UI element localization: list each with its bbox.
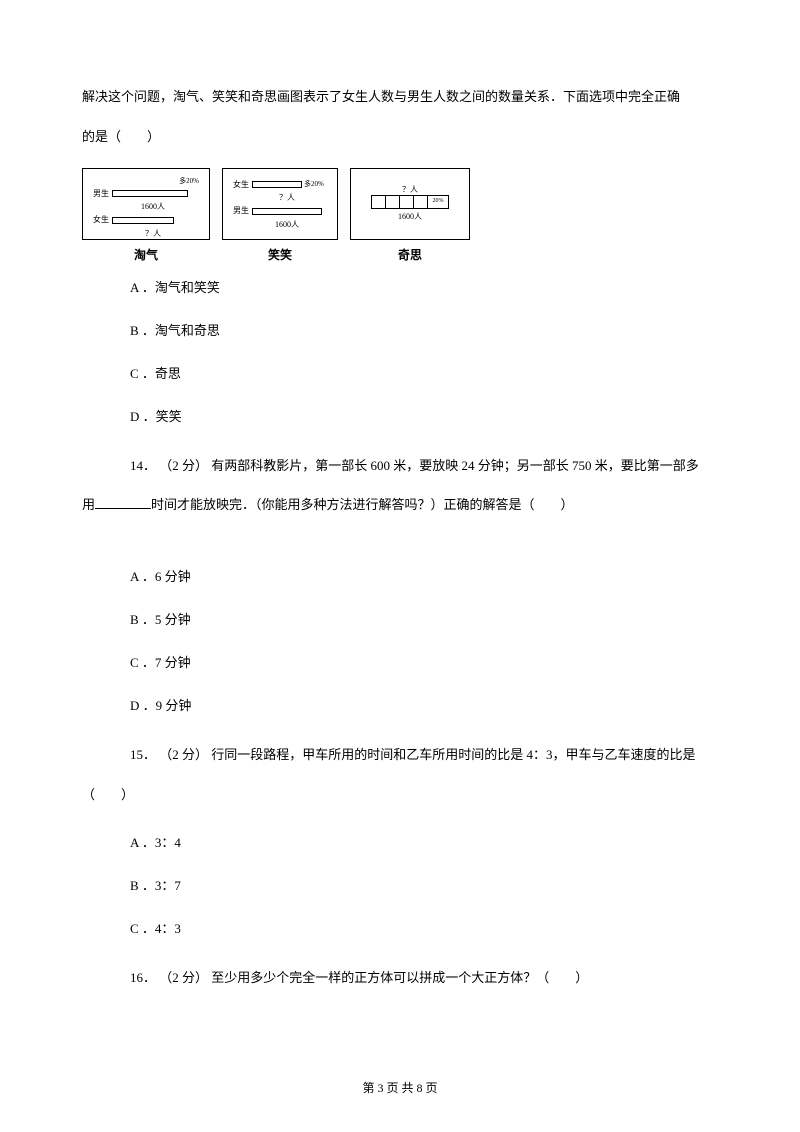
q15-option-b[interactable]: B ．3：7 (130, 875, 718, 894)
q13-option-a[interactable]: A ．淘气和笑笑 (130, 277, 718, 296)
d3-bottom: 1600人 (398, 212, 422, 222)
q16-text: 16． （2 分） 至少用多少个完全一样的正方体可以拼成一个大正方体？（ ） (130, 961, 718, 995)
intro-line-2: 的是（ ） (82, 120, 718, 154)
d3-top: ？人 (402, 185, 418, 195)
q13-option-d[interactable]: D ．笑笑 (130, 406, 718, 425)
d1-label: 淘气 (134, 246, 158, 263)
q14-option-c[interactable]: C ．7 分钟 (130, 652, 718, 671)
d1-ext: 多20% (93, 177, 199, 186)
q14-option-d[interactable]: D ．9 分钟 (130, 695, 718, 714)
q14-text-2: 用 时间才能放映完．（你能用多种方法进行解答吗？）正确的解答是（ ） (82, 488, 718, 522)
q15-text-1: 15． （2 分） 行同一段路程，甲车所用的时间和乙车所用时间的比是 4：3，甲… (130, 738, 718, 772)
q13-option-c[interactable]: C ．奇思 (130, 363, 718, 382)
q15-options: A ．3：4 B ．3：7 C ．4：3 (130, 832, 718, 937)
d2-r1-label: 女生 (233, 180, 249, 190)
diagram-qisi: ？人 20% 1600人 奇思 (350, 168, 470, 263)
d3-cell: 20% (428, 196, 448, 208)
q13-option-b[interactable]: B ．淘气和奇思 (130, 320, 718, 339)
q15-option-a[interactable]: A ．3：4 (130, 832, 718, 851)
d1-under2: ？人 (107, 229, 199, 239)
diagram-row: 多20% 男生 1600人 女生 ？人 淘气 女生 多20% ？人 男生 (82, 168, 718, 263)
q14-option-a[interactable]: A ．6 分钟 (130, 566, 718, 585)
intro-line-1: 解决这个问题，淘气、笑笑和奇思画图表示了女生人数与男生人数之间的数量关系．下面选… (82, 80, 718, 114)
diagram-box-3: ？人 20% 1600人 (350, 168, 470, 240)
diagram-taoqi: 多20% 男生 1600人 女生 ？人 淘气 (82, 168, 210, 263)
q14-blank (95, 496, 151, 509)
q13-options: A ．淘气和笑笑 B ．淘气和奇思 C ．奇思 D ．笑笑 (130, 277, 718, 425)
d2-label: 笑笑 (268, 246, 292, 263)
d1-r2-label: 女生 (93, 215, 109, 225)
d2-under1: ？人 (247, 193, 327, 203)
q14-text-1: 14． （2 分） 有两部科教影片，第一部长 600 米，要放映 24 分钟；另… (130, 449, 718, 483)
d1-bar1 (112, 190, 188, 197)
d3-label: 奇思 (398, 246, 422, 263)
d2-bar1 (252, 181, 302, 188)
page-footer: 第 3 页 共 8 页 (0, 1079, 800, 1096)
diagram-xiaoxiao: 女生 多20% ？人 男生 1600人 笑笑 (222, 168, 338, 263)
q14-options: A ．6 分钟 B ．5 分钟 C ．7 分钟 D ．9 分钟 (130, 566, 718, 714)
q15-option-c[interactable]: C ．4：3 (130, 918, 718, 937)
d1-under1: 1600人 (107, 202, 199, 212)
q14-text-2a: 用 (82, 497, 95, 512)
d1-r1-label: 男生 (93, 189, 109, 199)
d2-r2-label: 男生 (233, 206, 249, 216)
d3-grid: 20% (371, 195, 449, 209)
d2-ext: 多20% (304, 180, 324, 189)
d2-under2: 1600人 (247, 220, 327, 230)
q14-text-2b: 时间才能放映完．（你能用多种方法进行解答吗？）正确的解答是（ ） (151, 497, 574, 512)
diagram-box-2: 女生 多20% ？人 男生 1600人 (222, 168, 338, 240)
q14-option-b[interactable]: B ．5 分钟 (130, 609, 718, 628)
diagram-box-1: 多20% 男生 1600人 女生 ？人 (82, 168, 210, 240)
d1-bar2 (112, 217, 174, 224)
d2-bar2 (252, 208, 322, 215)
q15-text-2: （ ） (82, 778, 718, 812)
